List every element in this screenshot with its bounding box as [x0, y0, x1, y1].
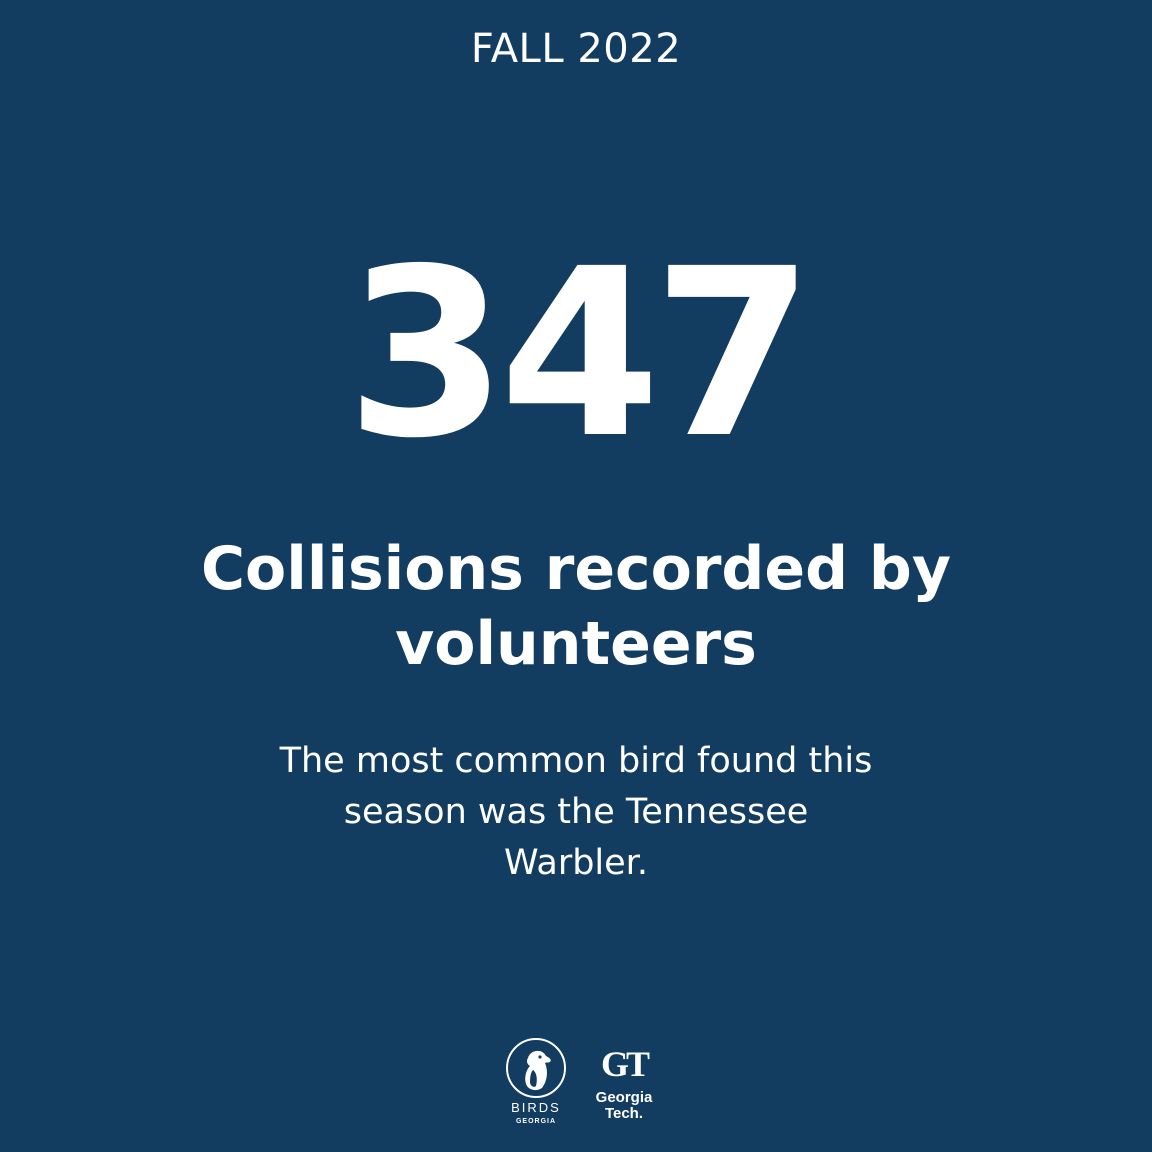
georgia-tech-mark: GT: [601, 1044, 650, 1084]
georgia-tech-name-line2: Tech.: [605, 1105, 643, 1122]
description-text: The most common bird found this season w…: [279, 741, 873, 883]
birds-georgia-name: BIRDS: [511, 1100, 561, 1115]
birds-georgia-logo: BIRDS GEORGIA: [506, 1038, 566, 1125]
georgia-tech-name-line1: Georgia: [596, 1089, 653, 1106]
logo-row: BIRDS GEORGIA GT Georgia Tech.: [0, 1036, 1152, 1136]
season-label: FALL 2022: [470, 26, 682, 72]
collision-count: 347: [345, 219, 814, 489]
georgia-tech-logo: GT Georgia Tech.: [596, 1044, 653, 1122]
stat-headline: Collisions recorded by volunteers: [201, 534, 951, 679]
birds-georgia-subname: GEORGIA: [516, 1118, 556, 1125]
